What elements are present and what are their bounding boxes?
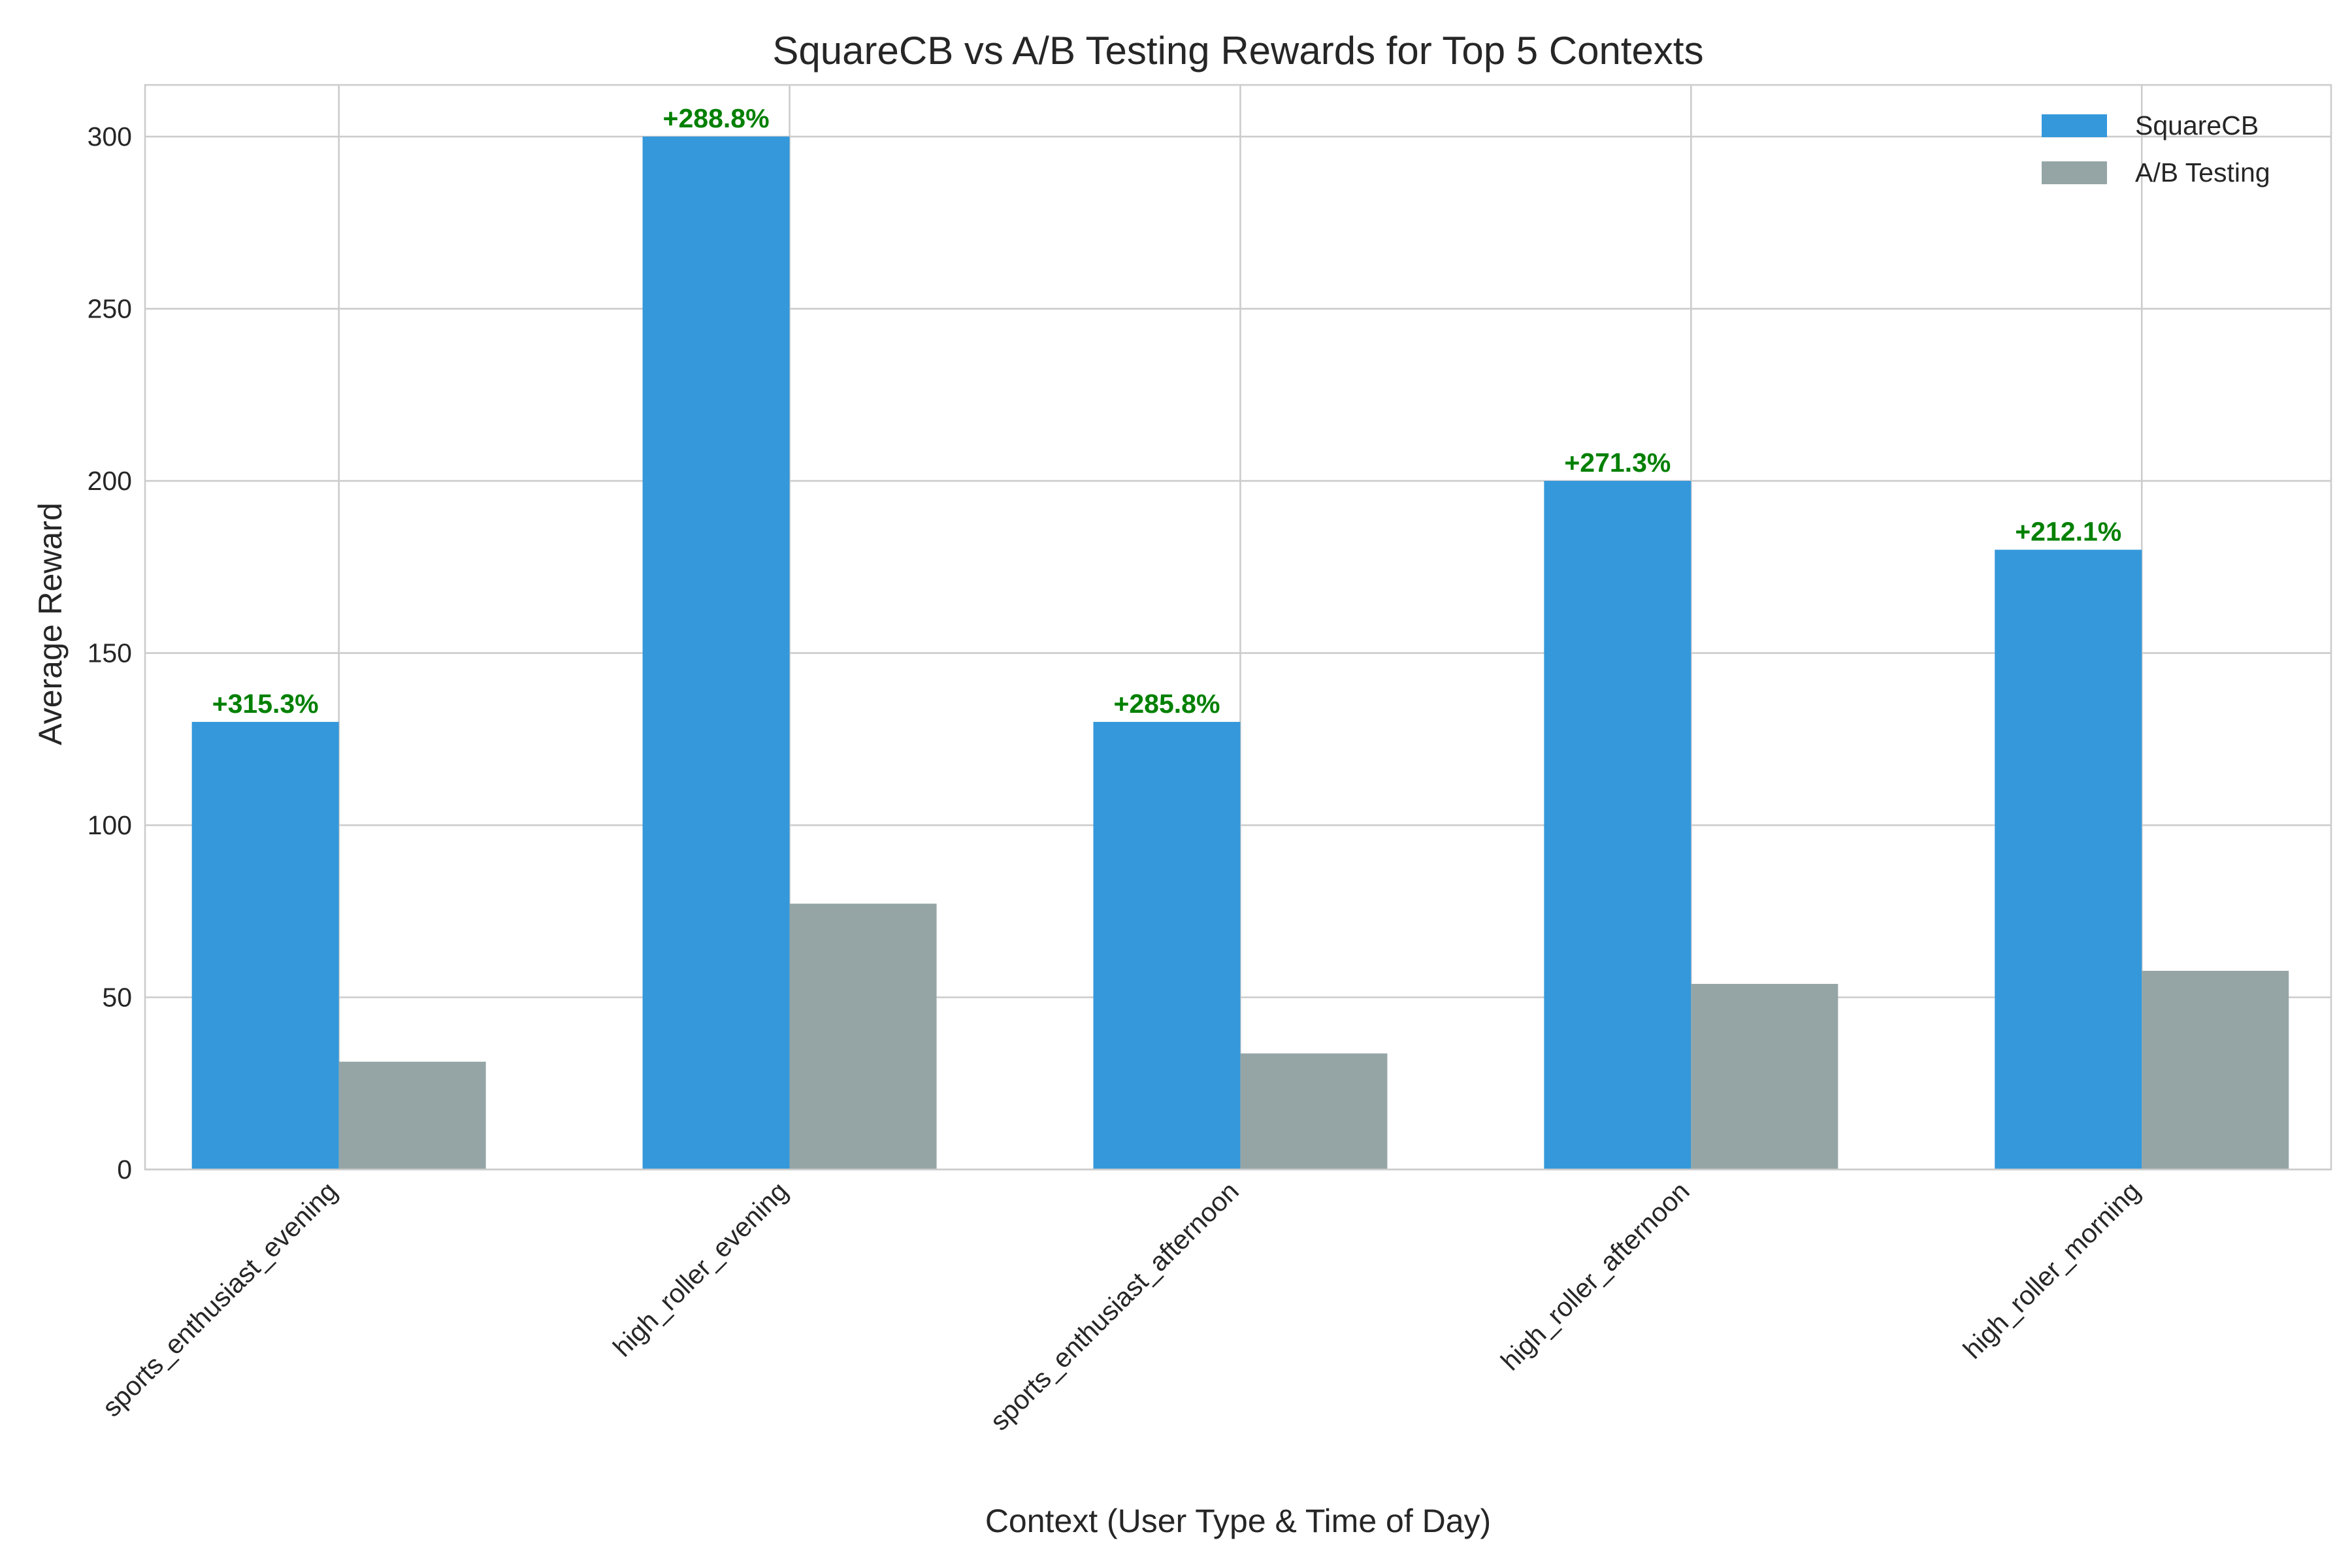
bar-ab-testing-4 [2142, 970, 2289, 1169]
bar-ab-testing-2 [1240, 1053, 1388, 1169]
legend-label-1: A/B Testing [2135, 157, 2270, 188]
y-tick-label-5: 250 [88, 294, 132, 324]
y-tick-label-1: 50 [102, 983, 132, 1013]
legend-label-0: SquareCB [2135, 110, 2259, 140]
bar-ab-testing-0 [338, 1062, 486, 1169]
y-tick-label-6: 300 [88, 122, 132, 152]
plot-frame [144, 84, 2332, 1171]
bar-squarecb-0 [191, 721, 339, 1169]
improvement-label-3: +271.3% [1564, 448, 1671, 478]
bar-ab-testing-3 [1691, 983, 1838, 1169]
improvement-label-0: +315.3% [212, 689, 319, 719]
x-tick-label-3: high_roller_afternoon [1495, 1176, 1695, 1377]
bar-squarecb-3 [1544, 481, 1691, 1169]
x-tick-label-0: sports_enthusiast_evening [97, 1176, 343, 1422]
y-tick-label-4: 200 [88, 466, 132, 496]
x-tick-label-4: high_roller_morning [1957, 1176, 2146, 1365]
chart-title: SquareCB vs A/B Testing Rewards for Top … [772, 29, 1703, 73]
y-tick-label-0: 0 [117, 1154, 132, 1184]
bars [191, 137, 2289, 1170]
bar-annotations: +315.3% +288.8% +285.8% +271.3% +212.1% [212, 103, 2122, 719]
y-tick-label-2: 100 [88, 810, 132, 840]
y-axis-label: Average Reward [32, 502, 69, 745]
bar-squarecb-2 [1093, 721, 1241, 1169]
gridlines [145, 85, 2331, 1171]
improvement-label-2: +285.8% [1113, 689, 1220, 719]
y-tick-label-3: 150 [88, 638, 132, 668]
x-axis-label: Context (User Type & Time of Day) [985, 1503, 1491, 1539]
bar-ab-testing-1 [789, 904, 937, 1169]
x-tick-label-1: high_roller_evening [607, 1176, 794, 1363]
improvement-label-4: +212.1% [2015, 516, 2121, 546]
x-axis-ticks: sports_enthusiast_evening high_roller_eve… [97, 1176, 2146, 1436]
x-tick-label-2: sports_enthusiast_afternoon [984, 1176, 1244, 1436]
legend-swatch-0 [2042, 114, 2107, 137]
improvement-label-1: +288.8% [663, 103, 770, 133]
y-axis-ticks: 0 50 100 150 200 250 300 [88, 122, 132, 1184]
bar-squarecb-1 [642, 137, 790, 1170]
legend: SquareCB A/B Testing [2042, 110, 2270, 188]
legend-swatch-1 [2042, 161, 2107, 184]
bar-squarecb-4 [1995, 549, 2142, 1169]
